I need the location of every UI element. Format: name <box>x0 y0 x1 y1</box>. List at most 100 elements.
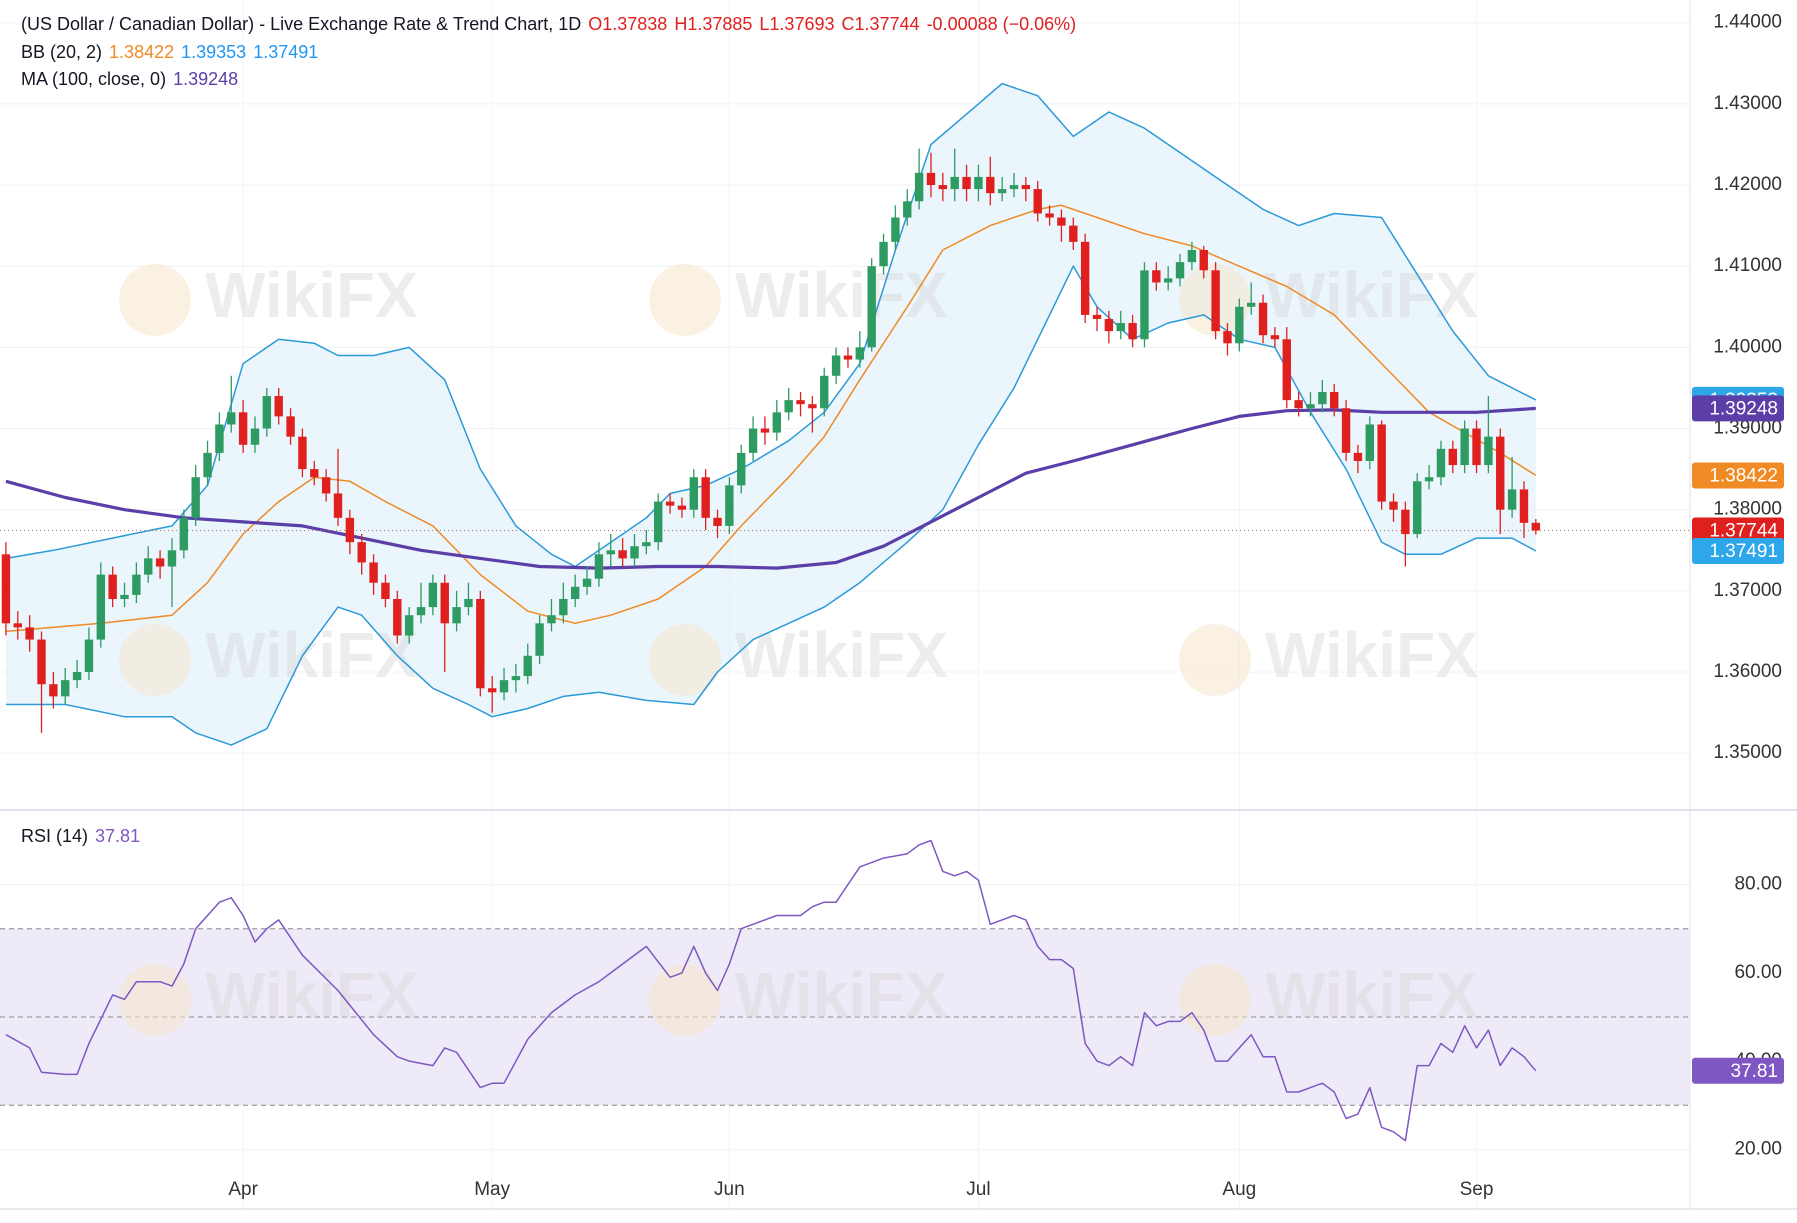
candle-body <box>1045 213 1054 218</box>
candle-body <box>665 501 675 506</box>
price-badge <box>1692 538 1784 565</box>
candle-body <box>1282 339 1291 401</box>
candle-body <box>1128 323 1137 340</box>
candle-body <box>1448 448 1458 466</box>
candle-body <box>1 554 11 624</box>
lower-line <box>5 265 1537 746</box>
candle-body <box>1258 302 1268 336</box>
candle-body <box>950 176 959 190</box>
candle-body <box>167 550 177 567</box>
candle-body <box>618 550 627 559</box>
candle-body <box>1424 477 1434 482</box>
candle-body <box>903 201 912 218</box>
chart-title: (US Dollar / Canadian Dollar) - Live Exc… <box>21 14 581 34</box>
candle-body <box>179 517 189 551</box>
candle-body <box>49 684 58 697</box>
candle-body <box>1033 189 1042 214</box>
candle-body <box>13 623 22 628</box>
candle-body <box>974 176 983 190</box>
change-label: -0.00088 (−0.06%) <box>927 14 1077 34</box>
candle-body <box>1389 501 1398 510</box>
watermark-logo <box>1179 624 1251 696</box>
y-tick-label: 1.37000 <box>1713 580 1782 601</box>
candle-body <box>737 452 746 486</box>
candle-body <box>333 493 343 518</box>
y-tick-label: 1.38000 <box>1713 499 1782 520</box>
candle-body <box>499 680 509 693</box>
candle-body <box>1365 424 1374 462</box>
legend-row: MA (100, close, 0) 1.39248 <box>21 69 238 89</box>
x-tick-label: Aug <box>1222 1179 1256 1200</box>
rsi-tick-label: 80.00 <box>1734 874 1782 895</box>
candle-body <box>997 189 1007 194</box>
upper-line <box>5 82 1537 568</box>
candle-body <box>120 594 129 599</box>
candle-body <box>132 574 141 595</box>
candle-body <box>831 355 841 376</box>
candle-body <box>250 428 260 445</box>
candle-body <box>891 217 900 242</box>
y-tick-label: 1.36000 <box>1713 661 1782 682</box>
candle-body <box>986 176 995 194</box>
badge-label: 1.38422 <box>1709 465 1778 486</box>
y-tick-label: 1.35000 <box>1713 742 1782 763</box>
candle-body <box>440 582 449 624</box>
watermark: WikiFX <box>205 259 418 331</box>
ohlc-label: C1.37744 <box>841 14 919 34</box>
candle-body <box>772 412 782 433</box>
candle-body <box>677 505 687 510</box>
candle-body <box>1175 262 1185 279</box>
candle-body <box>1306 404 1315 409</box>
rsi-line <box>5 839 1537 1142</box>
candle-body <box>820 375 829 409</box>
price-badge <box>1692 462 1784 489</box>
candle-body <box>535 623 544 656</box>
watermark: WikiFX <box>1265 959 1478 1031</box>
x-tick-label: Sep <box>1460 1179 1494 1200</box>
watermark-logo <box>1179 964 1251 1036</box>
candle-body <box>559 598 568 616</box>
candle-body <box>1496 436 1505 510</box>
candle-body <box>393 598 402 636</box>
candle-body <box>1353 452 1363 462</box>
candle-body <box>1009 185 1019 190</box>
watermark: WikiFX <box>735 959 948 1031</box>
watermark: WikiFX <box>205 619 418 691</box>
candle-body <box>1246 302 1256 307</box>
badge-label: 37.81 <box>1730 1061 1778 1082</box>
candle-body <box>1223 331 1232 344</box>
candle-body <box>1211 270 1220 332</box>
candle-body <box>369 562 378 583</box>
candle-body <box>96 574 106 640</box>
candle-body <box>511 676 521 681</box>
y-tick-label: 1.42000 <box>1713 174 1782 195</box>
candle-body <box>1021 185 1031 190</box>
legend-row: (US Dollar / Canadian Dollar) - Live Exc… <box>21 14 1076 34</box>
y-tick-label: 1.39000 <box>1713 418 1782 439</box>
ohlc-label: H1.37885 <box>674 14 752 34</box>
candle-body <box>1116 323 1125 332</box>
candle-body <box>227 412 236 425</box>
candle-body <box>1069 225 1078 242</box>
candle-body <box>1401 509 1410 535</box>
candle-body <box>298 436 307 470</box>
candle-body <box>606 550 615 555</box>
watermark-logo <box>119 264 191 336</box>
candle-body <box>262 396 272 429</box>
candle-body <box>1519 489 1529 523</box>
watermark-logo <box>119 964 191 1036</box>
candle-body <box>464 598 473 608</box>
candle-body <box>345 517 355 543</box>
candle-body <box>310 469 319 478</box>
legend-row: BB (20, 2) 1.38422 1.39353 1.37491 <box>21 42 318 62</box>
candle-body <box>476 598 485 689</box>
candle-body <box>1413 481 1422 535</box>
candle-body <box>748 428 758 453</box>
indicator-value: 1.37491 <box>253 42 318 62</box>
candle-body <box>547 615 556 624</box>
candle-body <box>1460 428 1469 466</box>
candle-body <box>84 639 94 673</box>
candle-body <box>155 558 165 567</box>
